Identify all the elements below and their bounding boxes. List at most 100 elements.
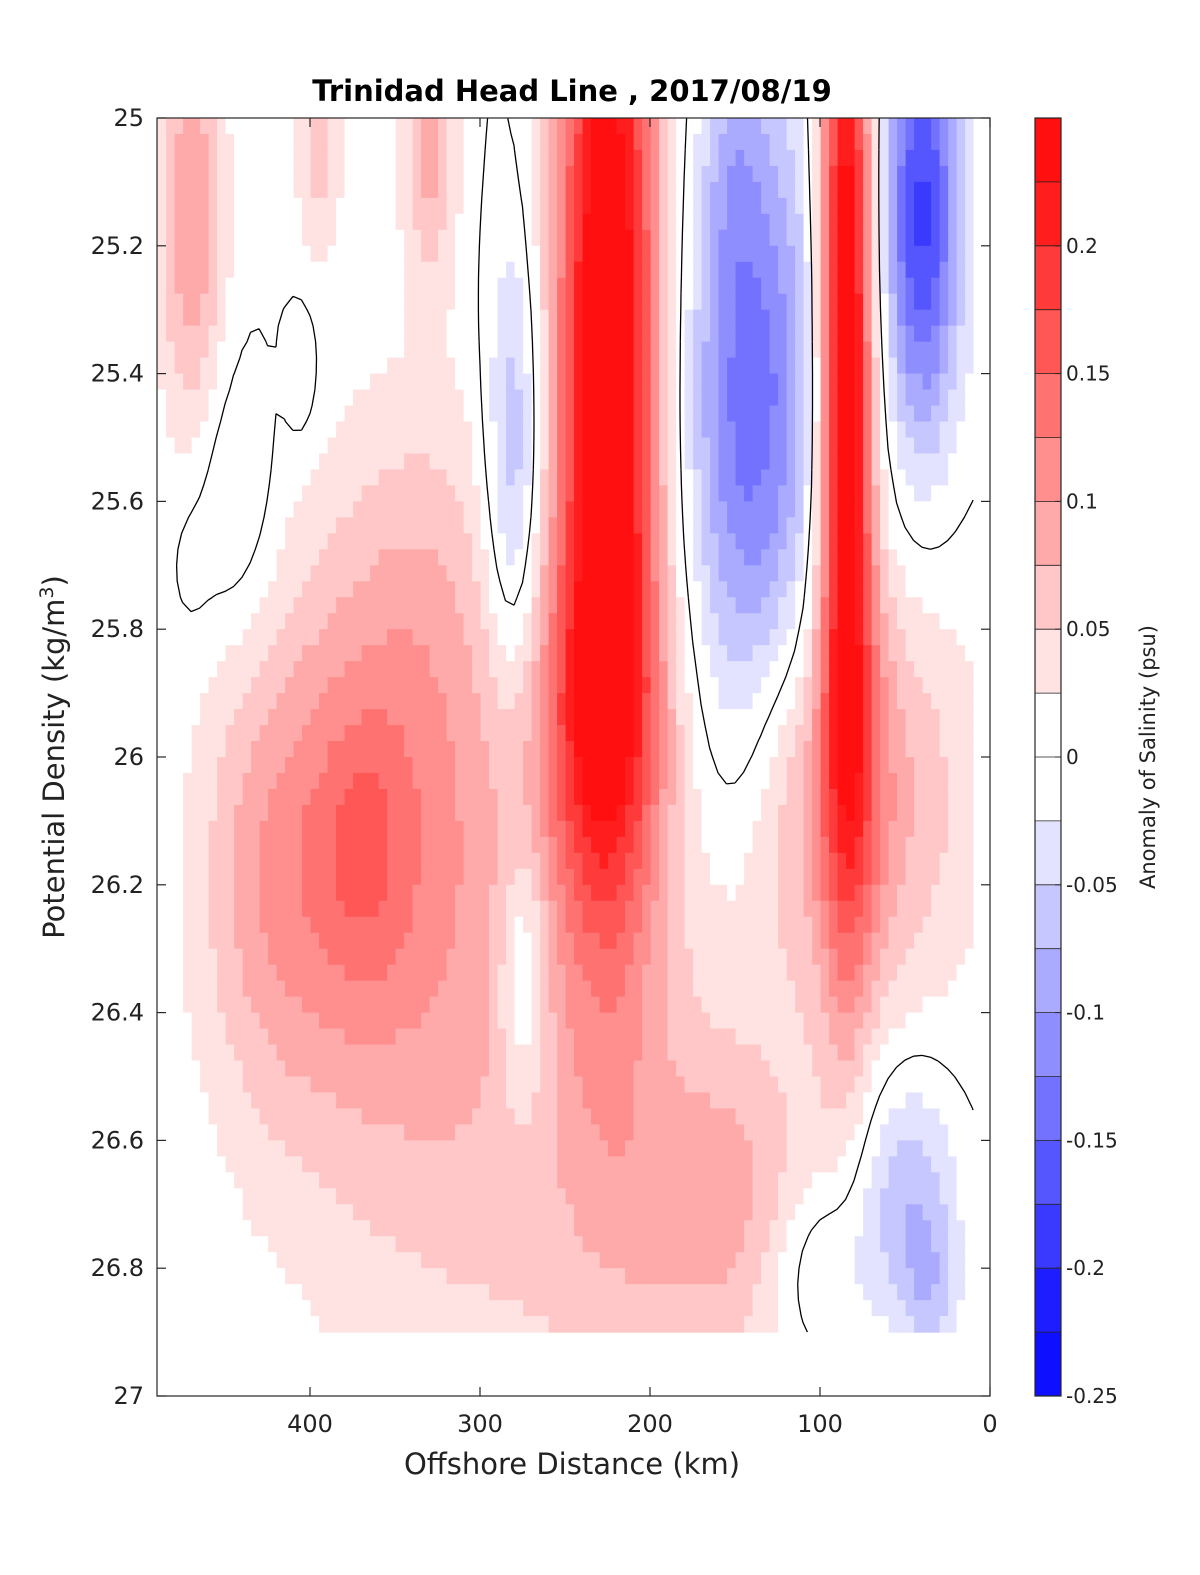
field-cell: [845, 852, 855, 870]
field-cell: [361, 485, 371, 502]
field-cell: [437, 613, 447, 630]
field-cell: [811, 741, 821, 758]
field-cell: [803, 741, 813, 758]
field-cell: [786, 693, 796, 710]
field-cell: [947, 229, 957, 247]
field-cell: [582, 884, 592, 902]
field-cell: [259, 453, 269, 471]
field-cell: [454, 213, 464, 231]
field-cell: [565, 804, 575, 822]
field-cell: [624, 469, 634, 487]
field-cell: [599, 389, 609, 407]
field-cell: [794, 836, 804, 854]
field-cell: [658, 437, 668, 455]
field-cell: [786, 725, 796, 742]
field-cell: [760, 261, 770, 279]
field-cell: [845, 277, 855, 295]
field-cell: [735, 868, 745, 886]
field-cell: [794, 581, 804, 598]
field-cell: [565, 693, 575, 710]
field-cell: [760, 645, 770, 662]
field-cell: [718, 517, 728, 534]
field-cell: [531, 661, 541, 678]
field-cell: [939, 549, 949, 566]
field-cell: [735, 693, 745, 710]
field-cell: [854, 597, 864, 614]
field-cell: [208, 421, 218, 439]
field-cell: [837, 293, 847, 311]
field-cell: [752, 485, 762, 502]
field-cell: [335, 485, 345, 502]
field-cell: [335, 645, 345, 662]
field-cell: [522, 868, 532, 886]
field-cell: [403, 165, 413, 183]
field-cell: [633, 118, 643, 135]
field-cell: [896, 261, 906, 279]
field-cell: [531, 405, 541, 423]
field-cell: [760, 820, 770, 838]
field-cell: [276, 772, 286, 790]
field-cell: [794, 661, 804, 678]
field-cell: [769, 341, 779, 359]
field-cell: [964, 389, 974, 407]
field-cell: [692, 421, 702, 439]
field-cell: [412, 405, 422, 423]
field-cell: [386, 836, 396, 854]
field-cell: [225, 389, 235, 407]
field-cell: [335, 836, 345, 854]
field-cell: [879, 501, 889, 518]
field-cell: [922, 613, 932, 630]
field-cell: [420, 725, 430, 742]
field-cell: [250, 549, 260, 566]
field-cell: [429, 916, 439, 934]
field-cell: [165, 357, 175, 375]
field-cell: [191, 613, 201, 630]
field-cell: [956, 757, 966, 774]
field-cell: [522, 118, 532, 135]
field-cell: [233, 741, 243, 758]
field-cell: [930, 165, 940, 183]
field-cell: [301, 405, 311, 423]
field-cell: [437, 118, 447, 135]
field-cell: [225, 868, 235, 886]
field-cell: [641, 389, 651, 407]
field-cell: [471, 709, 481, 726]
field-cell: [199, 245, 209, 263]
field-cell: [225, 485, 235, 502]
field-cell: [361, 357, 371, 375]
field-cell: [752, 741, 762, 758]
field-cell: [607, 325, 617, 343]
field-cell: [939, 373, 949, 391]
field-cell: [641, 597, 651, 614]
field-cell: [191, 389, 201, 407]
field-cell: [276, 229, 286, 247]
field-cell: [403, 261, 413, 279]
field-cell: [845, 293, 855, 311]
field-cell: [497, 565, 507, 582]
field-cell: [871, 437, 881, 455]
field-cell: [497, 357, 507, 375]
field-cell: [939, 645, 949, 662]
field-cell: [310, 309, 320, 327]
field-cell: [361, 852, 371, 870]
field-cell: [225, 645, 235, 662]
field-cell: [930, 597, 940, 614]
field-cell: [820, 213, 830, 231]
field-cell: [879, 820, 889, 838]
field-cell: [250, 565, 260, 582]
field-cell: [803, 517, 813, 534]
field-cell: [352, 325, 362, 343]
field-cell: [735, 501, 745, 518]
field-cell: [803, 133, 813, 151]
field-cell: [208, 613, 218, 630]
field-cell: [267, 693, 277, 710]
field-cell: [896, 517, 906, 534]
field-cell: [939, 133, 949, 151]
field-cell: [488, 293, 498, 311]
field-cell: [760, 916, 770, 934]
field-cell: [191, 229, 201, 247]
field-cell: [743, 597, 753, 614]
field-cell: [633, 533, 643, 550]
field-cell: [777, 868, 787, 886]
field-cell: [820, 757, 830, 774]
